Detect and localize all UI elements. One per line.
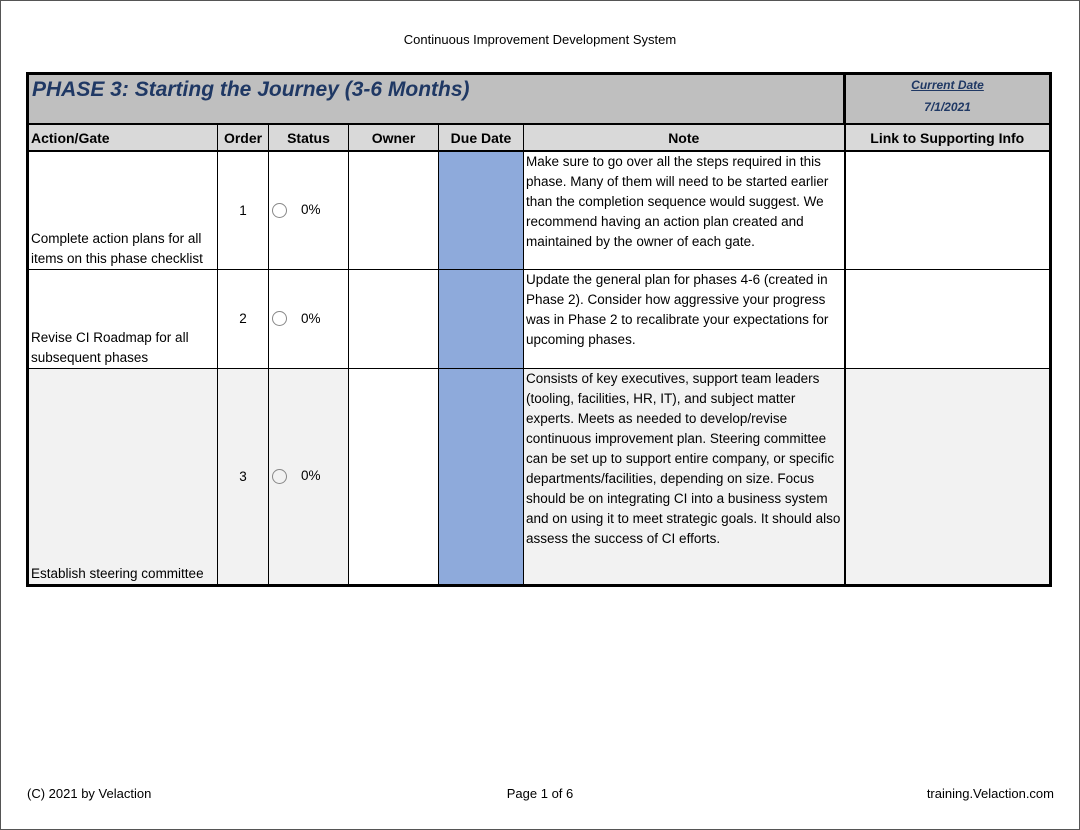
link-cell[interactable] <box>843 268 1051 369</box>
note-cell: Make sure to go over all the steps requi… <box>523 150 845 270</box>
due-date-cell[interactable] <box>438 150 524 270</box>
col-due-date: Due Date <box>438 123 524 152</box>
action-cell: Establish steering committee <box>27 367 218 586</box>
current-date-cell: Current Date 7/1/2021 <box>843 73 1051 125</box>
table-row: Revise CI Roadmap for all subsequent pha… <box>27 268 1051 369</box>
col-link: Link to Supporting Info <box>843 123 1051 152</box>
col-action-gate: Action/Gate <box>27 123 218 152</box>
action-cell: Revise CI Roadmap for all subsequent pha… <box>27 268 218 369</box>
table-row: Establish steering committee 3 0% Consis… <box>27 367 1051 586</box>
status-percent: 0% <box>301 202 321 218</box>
table-row: Complete action plans for all items on t… <box>27 150 1051 270</box>
col-status: Status <box>268 123 349 152</box>
status-cell: 0% <box>268 150 349 270</box>
status-cell: 0% <box>268 367 349 586</box>
note-cell: Consists of key executives, support team… <box>523 367 845 586</box>
current-date-value: 7/1/2021 <box>924 100 971 114</box>
link-cell[interactable] <box>843 367 1051 586</box>
current-date-label[interactable]: Current Date <box>911 78 984 92</box>
status-circle-icon <box>272 311 287 327</box>
footer-copyright: (C) 2021 by Velaction <box>27 786 152 801</box>
link-cell[interactable] <box>843 150 1051 270</box>
status-circle-icon <box>272 203 287 219</box>
order-cell: 3 <box>217 367 269 586</box>
due-date-cell[interactable] <box>438 367 524 586</box>
status-percent: 0% <box>301 310 321 326</box>
col-owner: Owner <box>348 123 439 152</box>
order-cell: 2 <box>217 268 269 369</box>
footer-page-number: Page 1 of 6 <box>506 786 574 801</box>
due-date-cell[interactable] <box>438 268 524 369</box>
owner-cell[interactable] <box>348 367 439 586</box>
status-percent: 0% <box>301 468 321 484</box>
col-order: Order <box>217 123 269 152</box>
owner-cell[interactable] <box>348 268 439 369</box>
owner-cell[interactable] <box>348 150 439 270</box>
document-title: Continuous Improvement Development Syste… <box>403 32 677 47</box>
phase-checklist-table: PHASE 3: Starting the Journey (3-6 Month… <box>26 72 1052 587</box>
phase-title: PHASE 3: Starting the Journey (3-6 Month… <box>27 73 845 125</box>
status-circle-icon <box>272 468 287 484</box>
action-cell: Complete action plans for all items on t… <box>27 150 218 270</box>
order-cell: 1 <box>217 150 269 270</box>
footer-website: training.Velaction.com <box>926 786 1054 801</box>
status-cell: 0% <box>268 268 349 369</box>
note-cell: Update the general plan for phases 4-6 (… <box>523 268 845 369</box>
col-note: Note <box>523 123 845 152</box>
